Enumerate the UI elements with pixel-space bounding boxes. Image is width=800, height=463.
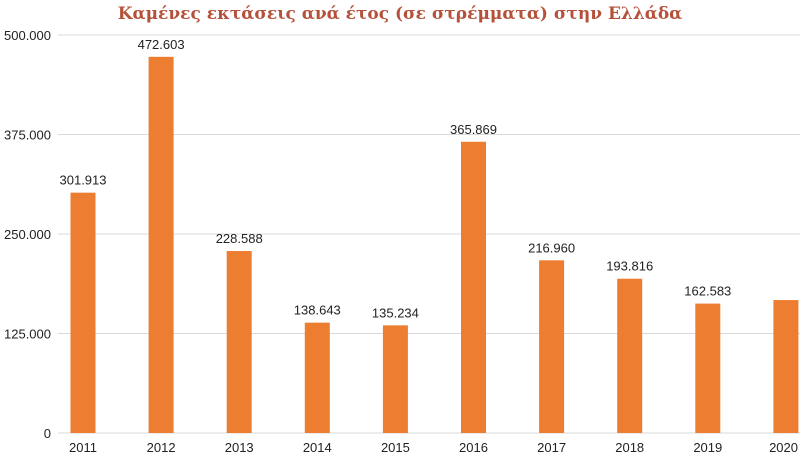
y-tick-label: 250.000 [4,227,51,242]
bar-2012 [148,56,174,433]
x-tick-label: 2018 [615,440,644,455]
y-tick-label: 0 [44,426,51,441]
data-label-2015: 135.234 [372,305,419,320]
x-tick-label: 2011 [69,440,97,455]
bars [70,56,799,433]
x-tick-label: 2013 [225,440,254,455]
bar-2017 [539,260,565,433]
data-label-2018: 193.816 [606,259,653,274]
bar-2020 [773,300,799,433]
bar-2014 [304,322,330,433]
data-label-2011: 301.913 [60,173,107,188]
bar-2011 [70,192,96,433]
bar-2015 [382,325,408,433]
data-label-2013: 228.588 [216,231,263,246]
y-tick-label: 500.000 [4,28,51,43]
data-label-2019: 162.583 [684,284,731,299]
bar-2013 [226,251,252,433]
data-label-2014: 138.643 [294,303,341,318]
chart-title: Καμένες εκτάσεις ανά έτος (σε στρέμματα)… [117,4,683,24]
x-axis: 2011 2012 2013 2014 2015 2016 2017 2018 2019 2020 [69,440,798,455]
x-tick-label: 2015 [381,440,410,455]
bar-2018 [617,278,643,433]
x-tick-label: 2017 [537,440,566,455]
bar-2016 [461,141,486,433]
x-tick-label: 2020 [769,440,798,455]
x-tick-label: 2014 [303,440,332,455]
x-tick-label: 2019 [693,440,722,455]
y-axis: 0 125.000 250.000 375.000 500.000 [4,28,51,441]
y-tick-label: 375.000 [4,128,51,143]
data-labels: 301.913 472.603 228.588 138.643 135.234 365.8… [60,37,732,321]
y-tick-label: 125.000 [4,327,51,342]
gridlines [58,34,800,434]
bar-2019 [695,303,721,433]
data-label-2016: 365.869 [450,122,497,137]
data-label-2017: 216.960 [528,240,575,255]
x-tick-label: 2016 [459,440,488,455]
data-label-2012: 472.603 [138,37,185,52]
x-tick-label: 2012 [147,440,176,455]
